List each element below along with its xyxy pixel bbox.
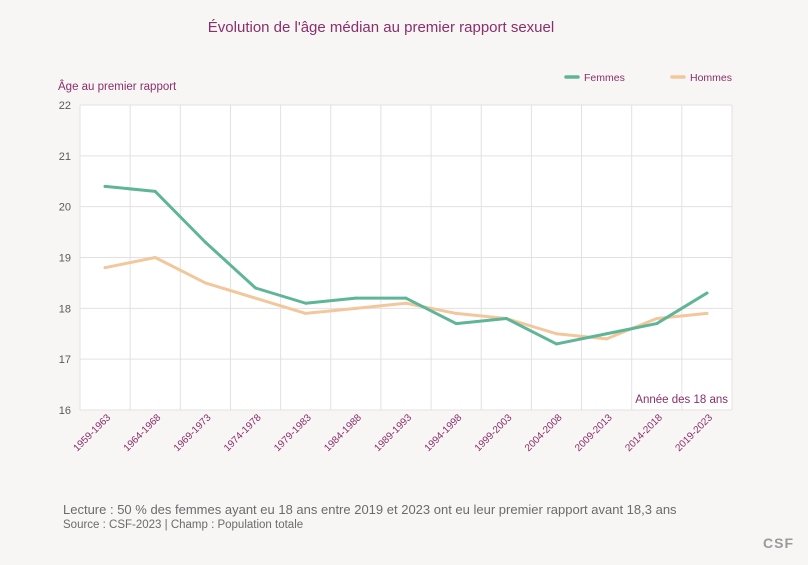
data-point-femmes: [554, 342, 558, 346]
y-tick-label: 22: [59, 100, 71, 112]
data-point-femmes: [254, 286, 258, 290]
x-tick-label: 1974-1978: [222, 412, 264, 454]
legend-label-femmes: Femmes: [584, 72, 625, 84]
x-tick-label: 1984-1988: [322, 412, 364, 454]
data-point-hommes: [655, 317, 659, 320]
data-point-hommes: [254, 296, 258, 300]
data-point-femmes: [655, 322, 659, 326]
y-axis-ticks: 16 17 18 19 20 21 22: [59, 100, 71, 417]
x-tick-label: 1994-1998: [423, 412, 465, 454]
data-point-femmes: [454, 322, 458, 326]
data-point-hommes: [605, 337, 609, 341]
x-tick-label: 1989-1993: [373, 412, 415, 454]
x-tick-label: 2019-2023: [673, 412, 715, 454]
data-point-femmes: [203, 240, 207, 244]
data-point-femmes: [705, 291, 709, 295]
x-tick-label: 1964-1968: [122, 412, 164, 454]
y-tick-label: 16: [59, 405, 71, 417]
data-point-hommes: [203, 281, 207, 285]
data-point-hommes: [705, 311, 709, 315]
data-point-femmes: [504, 317, 508, 320]
data-point-femmes: [153, 189, 157, 193]
data-point-hommes: [153, 256, 157, 259]
x-axis-ticks: 1959-1963 1964-1968 1969-1973 1974-1978 1979…: [72, 412, 716, 454]
chart-title: Évolution de l'âge médian au premier rap…: [207, 19, 555, 36]
data-point-hommes: [554, 332, 558, 336]
y-tick-label: 18: [59, 303, 71, 315]
y-tick-label: 21: [59, 151, 71, 163]
data-point-hommes: [354, 306, 358, 310]
data-point-hommes: [304, 311, 308, 315]
data-point-femmes: [605, 332, 609, 336]
y-axis-label: Âge au premier rapport: [58, 80, 177, 93]
grid-lines: [79, 104, 733, 411]
data-point-femmes: [354, 296, 358, 300]
legend-label-hommes: Hommes: [690, 72, 732, 84]
y-tick-label: 17: [59, 354, 71, 366]
source-note: Source : CSF-2023 | Champ : Population t…: [63, 519, 304, 531]
x-tick-label: 2004-2008: [523, 412, 565, 454]
data-point-femmes: [304, 301, 308, 305]
x-tick-label: 2009-2013: [573, 412, 615, 454]
series-lines: [103, 184, 709, 346]
legend: Femmes Hommes: [564, 72, 732, 84]
x-tick-label: 1999-2003: [473, 412, 515, 454]
csf-logo: CSF: [763, 535, 794, 551]
y-tick-label: 20: [59, 202, 71, 214]
x-tick-label: 2014-2018: [623, 412, 665, 454]
data-point-hommes: [404, 301, 408, 305]
x-tick-label: 1979-1983: [272, 412, 314, 454]
data-point-femmes: [404, 296, 408, 300]
data-point-femmes: [103, 184, 107, 188]
data-point-hommes: [103, 266, 107, 270]
reading-note: Lecture : 50 % des femmes ayant eu 18 an…: [63, 502, 677, 517]
data-point-hommes: [454, 311, 458, 315]
x-axis-label: Année des 18 ans: [635, 394, 728, 406]
x-tick-label: 1959-1963: [72, 412, 114, 454]
x-tick-label: 1969-1973: [172, 412, 214, 454]
y-tick-label: 19: [59, 253, 71, 265]
